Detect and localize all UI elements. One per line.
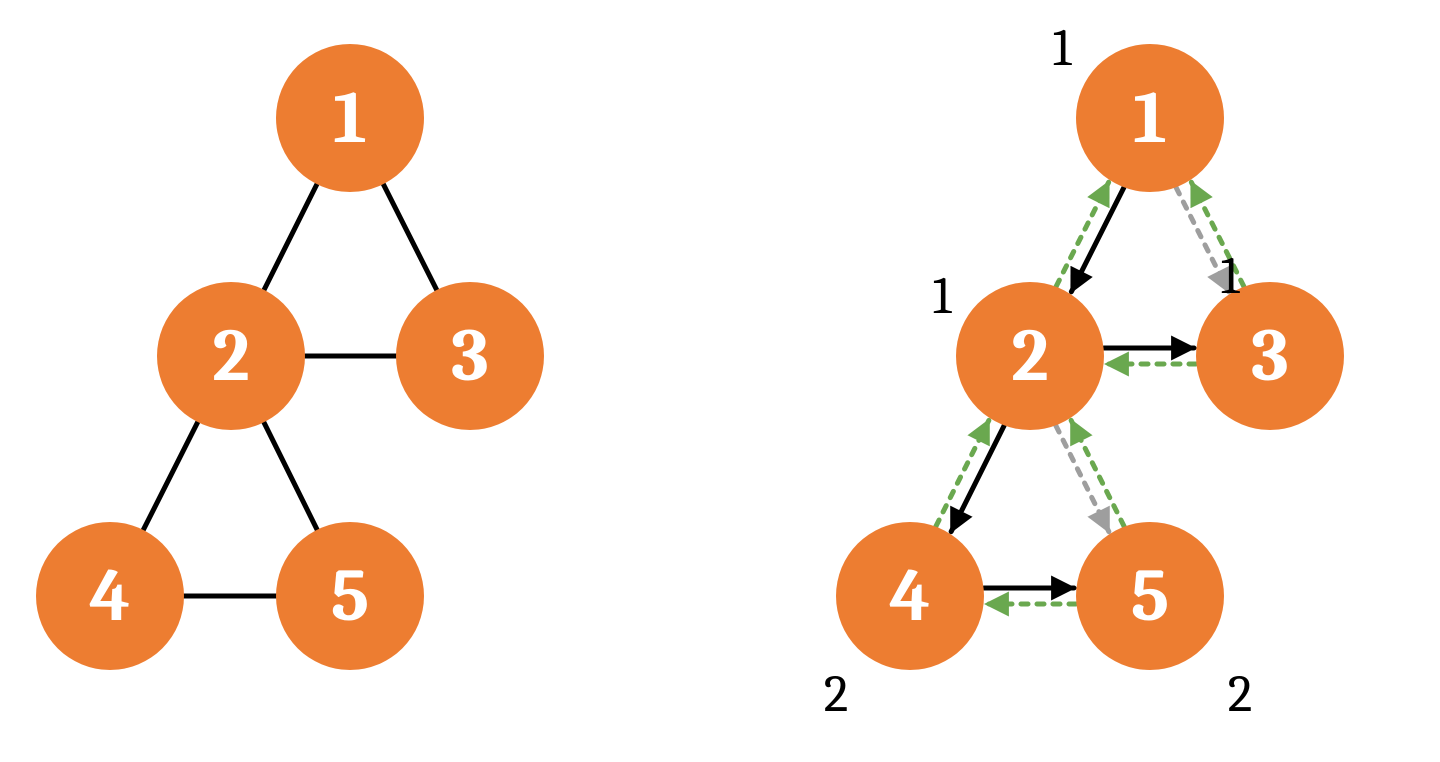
graph-diagram: 123451121314252 (0, 0, 1440, 762)
node-label-L4: 4 (90, 553, 131, 639)
node-annotation-R1: 1 (1053, 18, 1073, 78)
node-R1: 11 (1053, 18, 1224, 192)
node-label-R4: 4 (890, 553, 931, 639)
edge-L2-L5 (264, 422, 317, 529)
edge-L2-L4 (143, 422, 197, 530)
node-label-R2: 2 (1011, 313, 1049, 399)
node-label-R3: 3 (1251, 313, 1289, 399)
node-R2: 21 (933, 266, 1104, 430)
node-L4: 4 (36, 522, 184, 670)
node-R5: 52 (1076, 522, 1252, 724)
node-annotation-R4: 2 (824, 664, 849, 724)
node-L5: 5 (276, 522, 424, 670)
node-annotation-R2: 1 (933, 266, 953, 326)
node-label-L2: 2 (212, 313, 250, 399)
edge-L1-L3 (383, 184, 436, 290)
node-annotation-R3: 1 (1221, 246, 1241, 306)
node-R4: 42 (824, 522, 984, 724)
node-label-L1: 1 (333, 75, 367, 161)
node-L1: 1 (276, 44, 424, 192)
node-annotation-R5: 2 (1228, 664, 1253, 724)
node-label-R1: 1 (1133, 75, 1167, 161)
node-label-R5: 5 (1131, 553, 1169, 639)
node-label-L5: 5 (331, 553, 369, 639)
node-L2: 2 (157, 282, 305, 430)
node-label-L3: 3 (451, 313, 489, 399)
node-L3: 3 (396, 282, 544, 430)
edge-L1-L2 (264, 184, 317, 290)
